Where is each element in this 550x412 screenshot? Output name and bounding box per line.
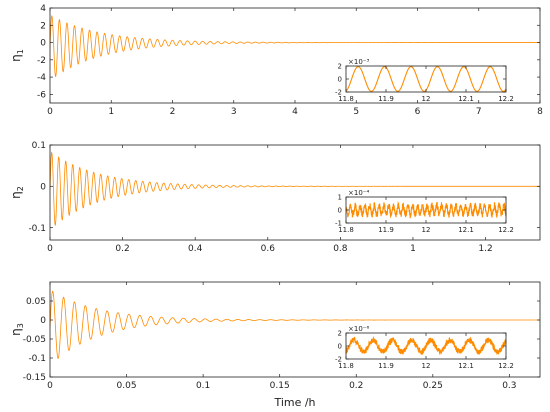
x-tick-label: 3 [231,107,237,117]
x-tick-label: 0.6 [261,244,276,254]
x-tick-label: 0.2 [115,244,129,254]
inset-y-tick-label: 1 [338,193,342,201]
inset-x-tick-label: 11.9 [378,95,394,103]
signal-line-eta3 [50,290,540,359]
x-tick-label: 0.2 [349,381,363,391]
inset-signal-line [345,201,507,219]
x-tick-label: 0.15 [270,381,290,391]
inset-x-tick-label: 11.9 [378,362,394,370]
inset-y-tick-label: 0 [338,342,342,350]
y-tick-label: -2 [37,56,46,66]
inset-x-tick-label: 12.1 [458,226,474,234]
x-tick-label: 1 [108,107,114,117]
x-tick-label: 4 [292,107,298,117]
y-axis-label-eta3: η3 [9,323,25,336]
x-axis-label: Time /h [273,396,315,409]
y-axis-label-eta1: η1 [9,49,25,62]
x-tick-label: 7 [476,107,482,117]
inset-signal-line [345,335,507,356]
inset-eta3: 11.8 11.9 12 12.1 12.2 -2 0 2 ×10⁻⁶ [335,325,514,370]
inset-x-tick-label: 12 [422,95,431,103]
y-tick-label: -0.15 [23,373,46,383]
inset-scale-label: ×10⁻⁴ [348,189,369,197]
signal-line-eta2 [50,151,540,226]
inset-x-tick-label: 12 [422,362,431,370]
y-tick-label: -6 [37,91,46,101]
inset-x-tick-label: 12.2 [498,362,514,370]
y-tick-label: 0 [40,316,46,326]
inset-x-tick-label: 11.8 [338,362,354,370]
inset-x-tick-label: 12 [422,226,431,234]
x-tick-label: 1.2 [478,244,492,254]
signal-line-eta1 [50,15,540,78]
y-tick-label: 0.05 [26,297,46,307]
x-tick-label: 0 [47,381,53,391]
y-tick-label: 0 [40,182,46,192]
inset-x-tick-label: 12.2 [498,226,514,234]
inset-y-tick-label: 0 [338,206,342,214]
x-tick-label: 1 [410,244,416,254]
inset-x-tick-label: 12.2 [498,95,514,103]
x-tick-label: 0.25 [423,381,443,391]
inset-scale-label: ×10⁻³ [348,58,369,66]
inset-scale-label: ×10⁻⁶ [348,325,369,333]
y-axis-label-eta2: η2 [9,186,25,199]
y-tick-label: 4 [40,4,46,14]
y-tick-label: -0.1 [28,354,46,364]
x-tick-label: 2 [170,107,176,117]
x-tick-label: 0.3 [502,381,516,391]
inset-x-tick-label: 11.8 [338,95,354,103]
x-tick-label: 6 [415,107,421,117]
x-tick-label: 0.1 [196,381,210,391]
y-tick-label: 2 [40,21,46,31]
axes-frame [49,281,541,378]
x-tick-label: 0.4 [188,244,203,254]
inset-y-tick-label: 0 [338,75,342,83]
x-tick-label: 0 [47,244,53,254]
x-tick-label: 0 [47,107,53,117]
inset-x-tick-label: 12.1 [458,95,474,103]
y-tick-label: 0 [40,39,46,49]
inset-x-tick-label: 11.8 [338,226,354,234]
x-tick-label: 5 [353,107,359,117]
x-tick-label: 8 [537,107,543,117]
inset-y-tick-label: -1 [335,219,342,227]
inset-eta2: 11.8 11.9 12 12.1 12.2 -1 0 1 ×10⁻⁴ [335,189,514,234]
inset-x-tick-label: 12.1 [458,362,474,370]
x-tick-label: 0.05 [117,381,137,391]
inset-background [346,66,506,92]
inset-y-tick-label: 2 [338,329,342,337]
axes-frame [49,144,541,241]
x-tick-label: 0.8 [333,244,348,254]
inset-eta1: 11.8 11.9 12 12.1 12.2 -2 0 2 ×10⁻³ [335,58,514,103]
inset-x-tick-label: 11.9 [378,226,394,234]
inset-y-tick-label: -2 [335,355,342,363]
inset-y-tick-label: 2 [338,62,342,70]
y-tick-label: 0.1 [32,141,46,151]
y-tick-label: -0.05 [23,335,46,345]
y-tick-label: -4 [37,73,46,83]
y-tick-label: -0.1 [28,224,46,234]
panel-eta3: 0 0.05 0.1 0.15 0.2 0.25 0.3 -0.15 -0.1 -0.05 0 0.0… [9,281,541,391]
inset-y-tick-label: -2 [335,88,342,96]
